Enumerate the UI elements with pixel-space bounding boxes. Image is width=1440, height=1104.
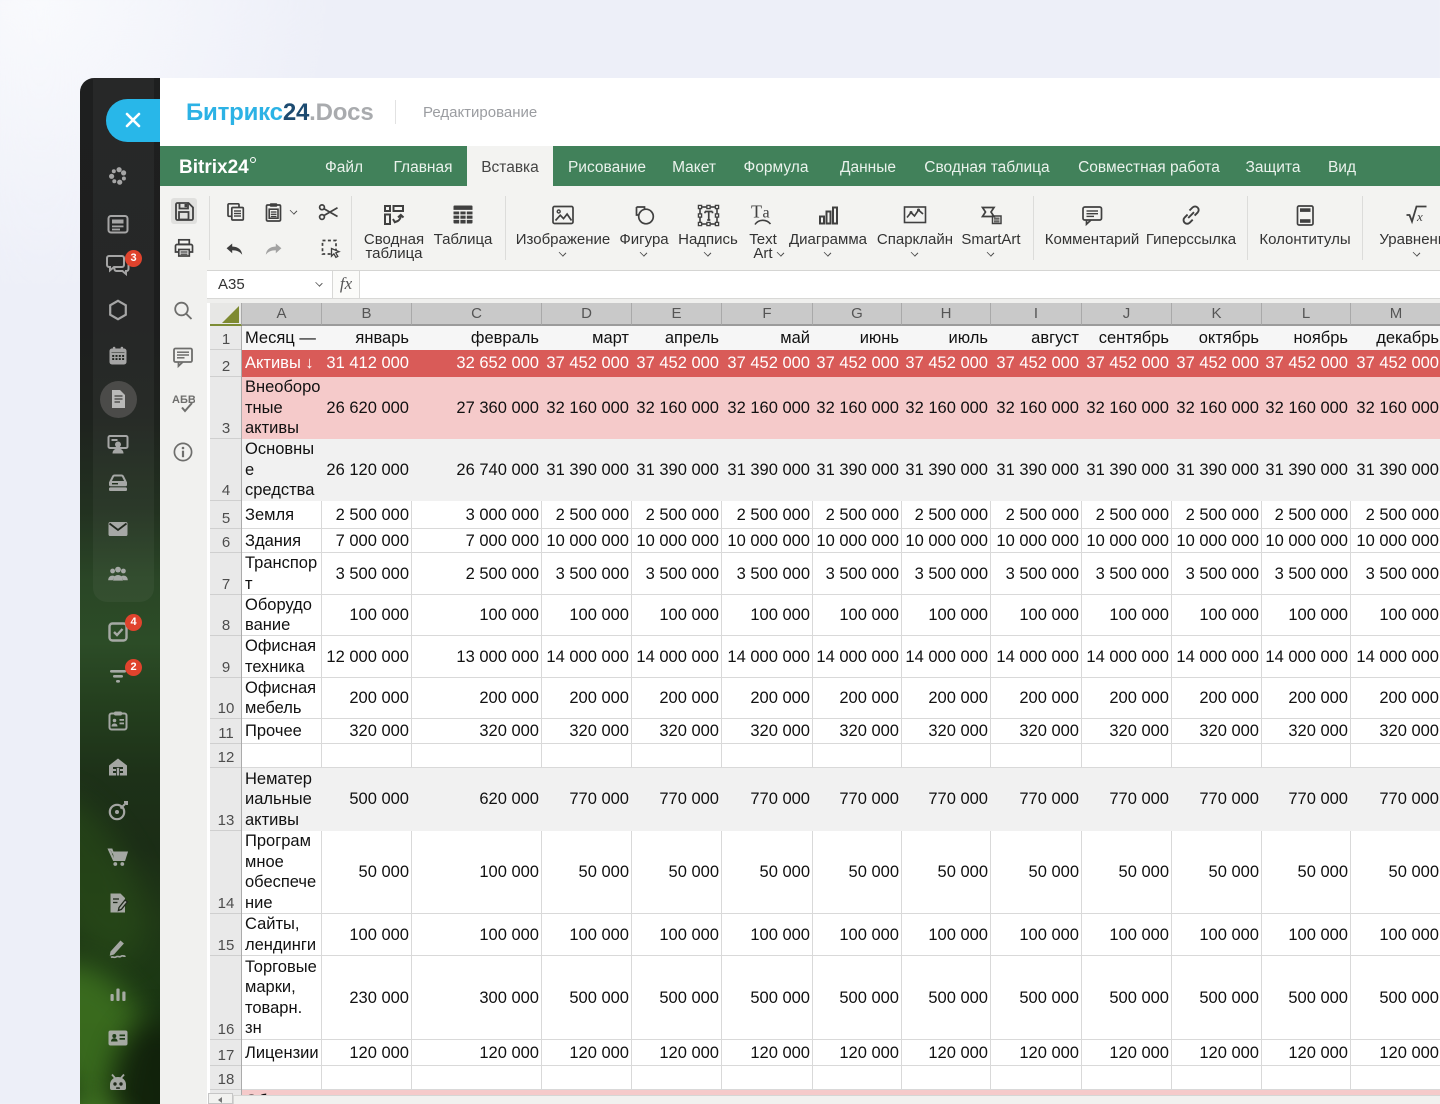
svg-text:АБВ: АБВ (172, 394, 195, 406)
svg-text:x: x (1416, 209, 1423, 224)
svg-text:a: a (763, 205, 770, 222)
svg-text:T: T (751, 203, 762, 222)
